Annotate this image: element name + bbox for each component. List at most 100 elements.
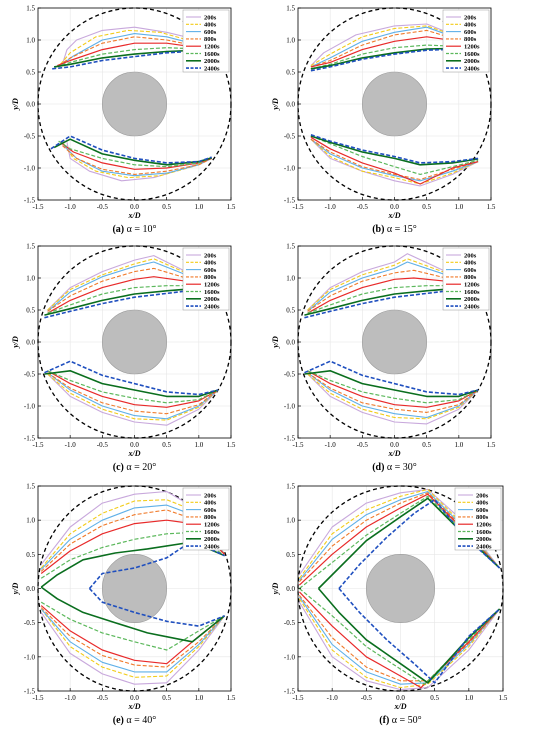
panel-label: (f) [379,715,389,726]
y-tick-label: -0.5 [284,371,296,379]
y-tick-label: 1.5 [286,483,295,491]
legend-label-600s: 600s [204,507,217,514]
legend-box [182,247,230,311]
legend-label-1200s: 1200s [464,44,480,51]
y-tick-label: 0.0 [286,339,295,347]
x-axis-label: x/D [394,702,407,711]
x-tick-label: 1.5 [227,694,236,702]
y-tick-label: -1.5 [24,197,36,205]
x-tick-label: 0.0 [390,203,399,211]
y-tick-label: 0.5 [26,307,35,315]
x-tick-label: -1.5 [32,694,44,702]
panel-label: (b) [372,224,384,235]
x-tick-label: 1.5 [487,203,496,211]
y-tick-label: 0.5 [286,307,295,315]
y-tick-label: -1.0 [24,165,36,173]
chart-panel-d: -1.5 -1.0 -0.5 0.0 0.5 1.0 1.5 1.5 1.0 0.5 0.0 -0.5… [271,243,496,474]
legend-label-1600s: 1600s [476,529,492,536]
legend-label-1200s: 1200s [204,522,220,529]
series-1600s-upper [307,285,479,314]
series-2400s-lower [338,587,501,684]
series-2400s-lower [44,360,219,396]
cylinder [102,309,167,375]
series-1200s-lower [47,370,219,408]
x-tick-label: 0.0 [390,441,399,449]
legend-label-2400s: 2400s [464,303,480,310]
x-tick-label: -0.5 [361,694,373,702]
x-tick-label: -1.5 [32,203,44,211]
series-800s-lower [62,145,212,175]
legend-label-1600s: 1600s [464,289,480,296]
legend-label-400s: 400s [204,500,217,507]
x-tick-label: -1.0 [65,694,77,702]
legend-label-1200s: 1200s [204,282,220,289]
series-200s-lower [47,373,219,426]
x-tick-label: -1.0 [327,694,339,702]
y-tick-label: -0.5 [284,619,296,627]
y-tick-label: -1.0 [24,403,36,411]
y-tick-label: 0.5 [26,551,35,559]
series-2000s-lower [317,587,501,684]
series-600s-lower [40,608,226,673]
y-tick-label: 1.5 [286,5,295,13]
series-600s-lower [310,138,479,182]
panel-label: (c) [113,462,124,473]
legend-label-400s: 400s [476,500,489,507]
y-tick-label: 0.5 [286,551,295,559]
series-400s-upper [60,29,214,65]
y-tick-label: 0.0 [26,585,35,593]
x-tick-label: -1.5 [292,203,304,211]
legend-label-2400s: 2400s [204,65,220,72]
y-axis-label: y/D [271,336,280,349]
y-tick-label: 0.0 [26,101,35,109]
y-axis-label: y/D [11,98,20,111]
series-2000s-lower [40,586,226,643]
x-tick-label: -0.5 [97,441,109,449]
series-200s-lower [40,612,226,685]
legend-label-200s: 200s [464,14,477,21]
panel-angle: α = 50° [389,715,421,726]
y-tick-label: 1.0 [26,517,35,525]
x-axis-label: x/D [388,211,401,220]
x-tick-label: 1.0 [454,203,463,211]
cylinder [362,309,427,375]
legend-label-1200s: 1200s [464,282,480,289]
cylinder [366,554,435,623]
legend-label-800s: 800s [204,274,217,281]
x-tick-label: 1.0 [194,694,203,702]
x-tick-label: 0.5 [430,694,439,702]
legend-label-600s: 600s [464,267,477,274]
y-axis-label: y/D [11,336,20,349]
series-400s-upper [307,258,479,311]
series-800s-lower [298,594,501,682]
x-tick-label: 0.0 [130,694,139,702]
series-2400s-lower [88,587,225,627]
legend-label-400s: 400s [204,260,217,267]
y-tick-label: 1.0 [26,275,35,283]
panel-caption: (b) α = 15° [372,224,417,235]
cylinder [362,71,427,137]
panel-label: (d) [372,462,384,473]
series-1600s-lower [307,370,479,404]
legend-label-1200s: 1200s [204,44,220,51]
panel-angle: α = 30° [384,462,416,473]
legend-label-2000s: 2000s [204,58,220,65]
x-tick-label: 0.5 [162,441,171,449]
series-400s-lower [298,598,501,689]
series-400s-lower [310,138,479,185]
series-1600s-lower [40,601,225,651]
legend-label-2000s: 2000s [204,536,220,543]
y-tick-label: -1.0 [284,653,296,661]
legend-label-2400s: 2400s [464,65,480,72]
series-600s-lower [307,372,479,419]
cylinder [102,554,167,623]
legend-label-200s: 200s [204,14,217,21]
x-tick-label: 0.5 [422,203,431,211]
x-tick-label: 1.5 [227,441,236,449]
panel-caption: (c) α = 20° [113,462,157,473]
legend-label-1600s: 1600s [464,51,480,58]
series-800s-lower [47,372,219,415]
x-tick-label: -1.0 [325,203,337,211]
y-tick-label: 1.0 [286,275,295,283]
legend-label-600s: 600s [476,507,489,514]
